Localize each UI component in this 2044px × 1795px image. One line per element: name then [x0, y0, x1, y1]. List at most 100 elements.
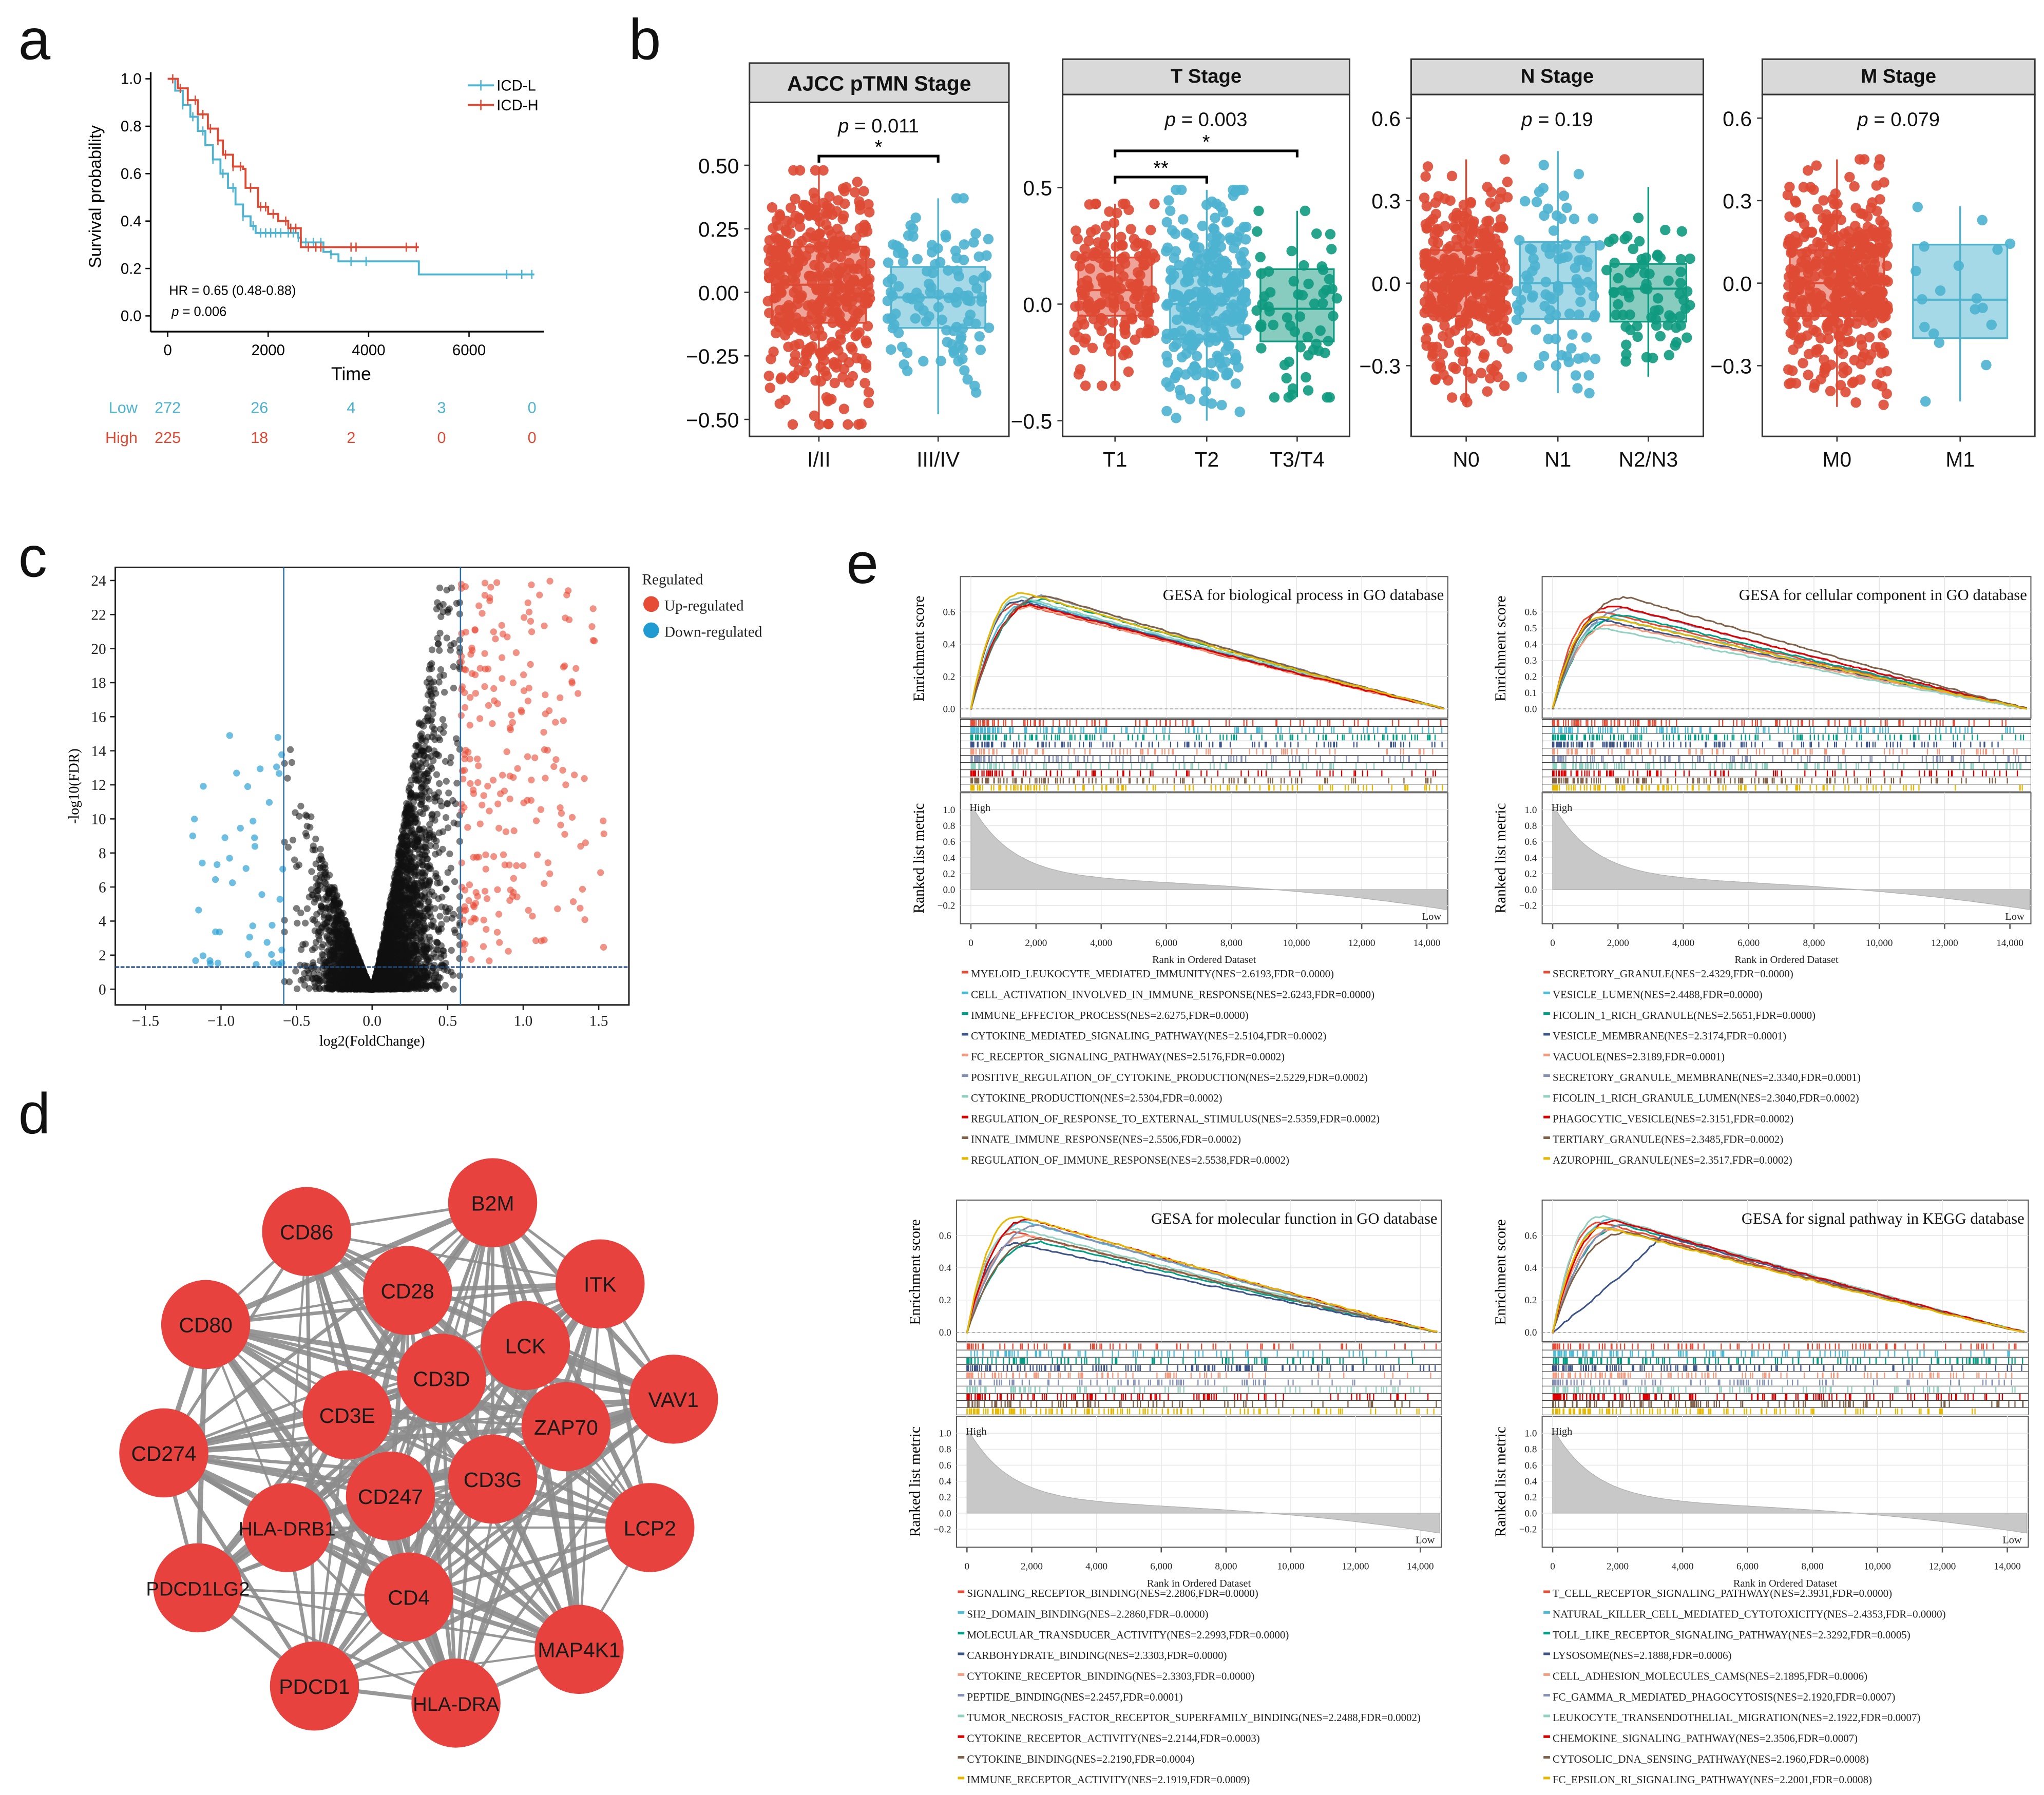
facet-strip — [1062, 58, 1351, 95]
data-point — [953, 356, 964, 366]
data-point — [1087, 342, 1098, 354]
data-point — [849, 276, 861, 287]
data-point — [1564, 308, 1575, 319]
data-point — [1540, 289, 1551, 300]
data-point — [1091, 198, 1101, 209]
data-point — [889, 319, 900, 330]
data-point — [1420, 260, 1431, 272]
data-point — [1575, 296, 1586, 307]
p-value-text: p = 0.006 — [171, 304, 226, 319]
ns-point — [436, 584, 444, 591]
y-tick-label: 0.6 — [1371, 107, 1401, 130]
data-point — [1875, 194, 1885, 205]
data-point — [1850, 397, 1861, 408]
significance-stars: ** — [1153, 157, 1169, 179]
data-point — [1881, 260, 1893, 271]
data-point — [1322, 392, 1332, 403]
data-point — [1269, 392, 1280, 403]
data-point — [1838, 349, 1848, 359]
survival-plot: 0.00.20.40.60.81.00 2000 4000 6000TimeSurvi… — [86, 71, 544, 447]
data-point — [764, 307, 775, 318]
data-point — [1182, 229, 1193, 240]
x-tick-label: 1.0 — [514, 1013, 533, 1030]
data-point — [792, 298, 803, 310]
data-point — [864, 207, 875, 218]
data-point — [1825, 385, 1836, 397]
data-point — [1100, 220, 1112, 231]
data-point — [810, 165, 821, 176]
data-point — [1428, 236, 1439, 247]
data-point — [816, 350, 827, 361]
data-point — [968, 237, 979, 248]
ns-point — [451, 878, 459, 885]
risk-count: 2 — [347, 429, 355, 447]
data-point — [1176, 325, 1187, 336]
data-point — [859, 246, 871, 257]
data-point — [1171, 184, 1181, 196]
data-point — [862, 297, 873, 307]
y-tick-label: 4 — [99, 914, 106, 930]
data-point — [852, 177, 863, 187]
data-point — [1496, 337, 1507, 348]
data-point — [1802, 317, 1813, 328]
y-tick-label: 0.0 — [1371, 272, 1401, 296]
p-value: = 0.006 — [179, 304, 226, 319]
data-point — [1200, 322, 1211, 333]
data-point — [1875, 154, 1885, 165]
ns-point — [445, 789, 452, 797]
ns-point — [436, 647, 443, 654]
data-point — [794, 213, 805, 223]
data-point — [1201, 248, 1213, 259]
data-point — [1468, 223, 1479, 234]
data-point — [1069, 344, 1080, 356]
data-point — [859, 277, 870, 288]
data-point — [779, 279, 790, 289]
data-point — [1223, 216, 1234, 227]
data-point — [841, 239, 852, 250]
data-point — [1185, 394, 1195, 404]
ns-point — [429, 723, 436, 730]
data-point — [1443, 260, 1454, 271]
ns-point — [294, 919, 301, 927]
data-point — [1825, 262, 1836, 273]
data-point — [1489, 282, 1500, 293]
y-tick-label: 0.25 — [698, 218, 739, 241]
data-point — [1548, 225, 1559, 236]
data-point — [1420, 334, 1431, 345]
data-point — [1953, 260, 1964, 271]
data-point — [1574, 309, 1584, 320]
data-point — [1421, 223, 1432, 234]
data-point — [1608, 234, 1619, 244]
data-point — [926, 247, 938, 258]
data-point — [1652, 293, 1664, 304]
data-point — [1788, 293, 1799, 304]
p-value: = 0.003 — [1176, 108, 1247, 130]
y-tick-label: 0.0 — [1023, 293, 1052, 317]
data-point — [1838, 323, 1848, 335]
risk-count: 272 — [155, 399, 181, 416]
p-value-text: p = 0.079 — [1857, 108, 1940, 130]
data-point — [831, 206, 842, 217]
data-point — [831, 308, 842, 319]
data-point — [848, 263, 859, 274]
data-point — [1281, 373, 1292, 383]
data-point — [1149, 198, 1160, 209]
facet-title: T Stage — [1171, 65, 1241, 87]
data-point — [1511, 314, 1522, 325]
data-point — [1450, 363, 1461, 374]
data-point — [1112, 284, 1122, 295]
data-point — [1463, 245, 1474, 257]
data-point — [1287, 383, 1298, 394]
data-point — [1284, 356, 1294, 368]
data-point — [1466, 295, 1478, 306]
y-tick-label: 0.6 — [121, 166, 142, 183]
data-point — [1581, 332, 1592, 343]
data-point — [1492, 325, 1503, 336]
x-tick-label: M1 — [1945, 448, 1975, 471]
data-point — [1197, 220, 1208, 231]
data-point — [1543, 334, 1554, 344]
ns-point — [427, 763, 434, 770]
data-point — [1810, 261, 1821, 272]
ns-point — [308, 868, 315, 875]
data-point — [1216, 399, 1227, 411]
